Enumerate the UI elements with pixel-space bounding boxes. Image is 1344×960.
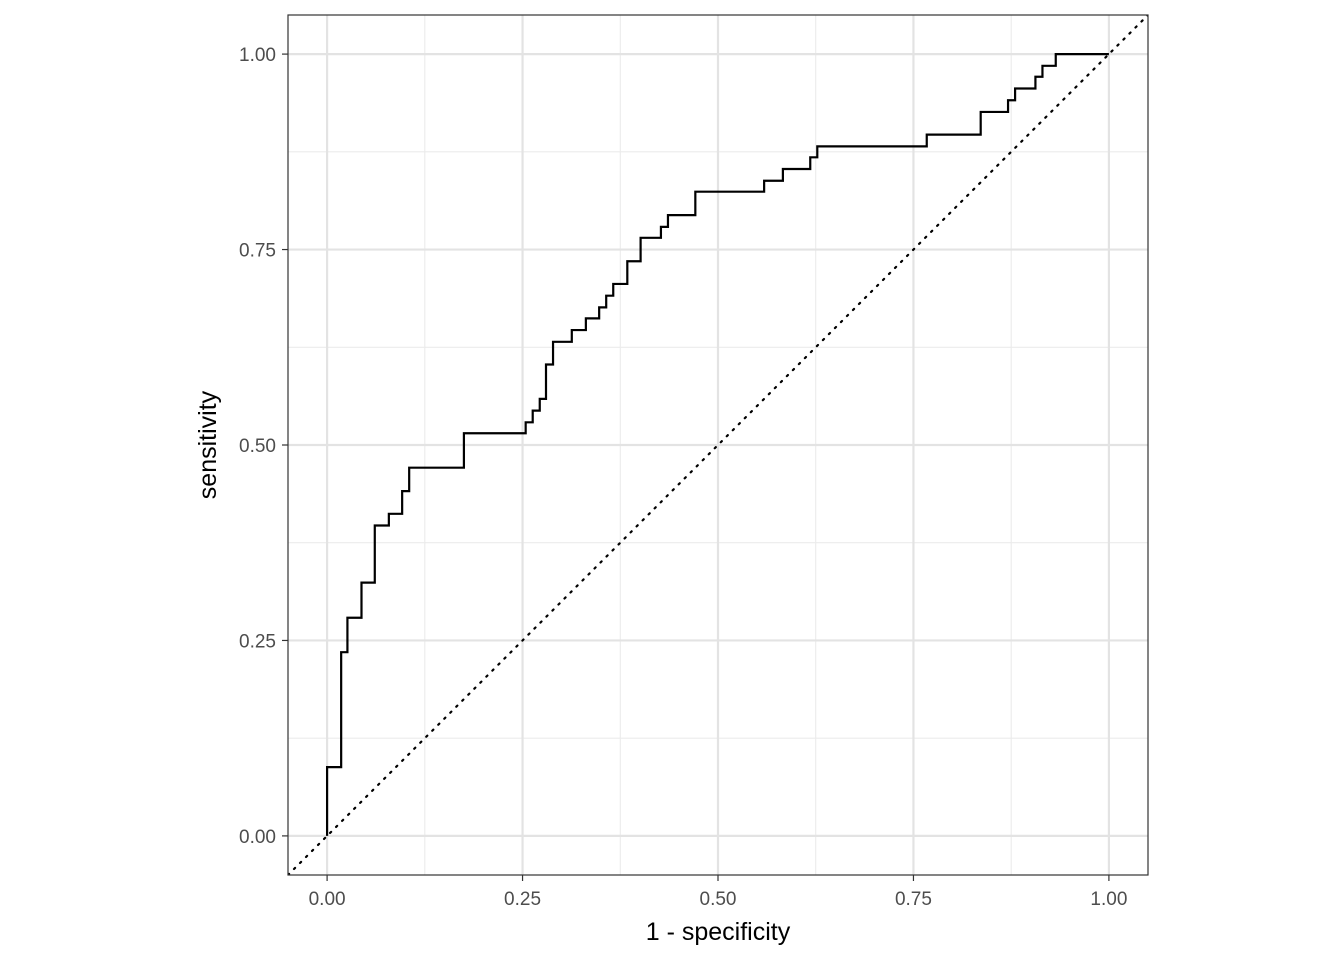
roc-curve-line [325,52,1109,836]
y-tick-label: 0.75 [239,241,276,262]
x-tick-label: 0.75 [895,889,932,910]
x-axis-ticks: 0.00 0.25 0.50 0.75 1.00 [309,875,1127,910]
major-gridlines [288,15,1148,875]
x-tick-label: 0.25 [504,889,541,910]
plot-area [288,15,1148,875]
y-axis-title: sensitivity [194,390,222,499]
x-tick-label: 1.00 [1090,889,1127,910]
y-axis-ticks: 0.00 0.25 0.50 0.75 1.00 [239,45,288,848]
y-tick-label: 0.50 [239,436,276,457]
x-tick-label: 0.00 [309,889,346,910]
y-tick-label: 0.25 [239,631,276,652]
y-tick-label: 1.00 [239,45,276,66]
reference-diagonal-line [288,15,1148,875]
x-tick-label: 0.50 [700,889,737,910]
y-tick-label: 0.00 [239,827,276,848]
x-axis-title: 1 - specificity [646,918,791,946]
